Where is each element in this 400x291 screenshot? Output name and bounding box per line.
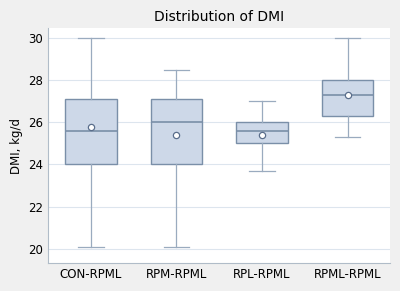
Title: Distribution of DMI: Distribution of DMI	[154, 10, 284, 24]
PathPatch shape	[322, 80, 373, 116]
Y-axis label: DMI, kg/d: DMI, kg/d	[10, 118, 23, 173]
PathPatch shape	[151, 99, 202, 164]
PathPatch shape	[65, 99, 116, 164]
PathPatch shape	[236, 123, 288, 143]
